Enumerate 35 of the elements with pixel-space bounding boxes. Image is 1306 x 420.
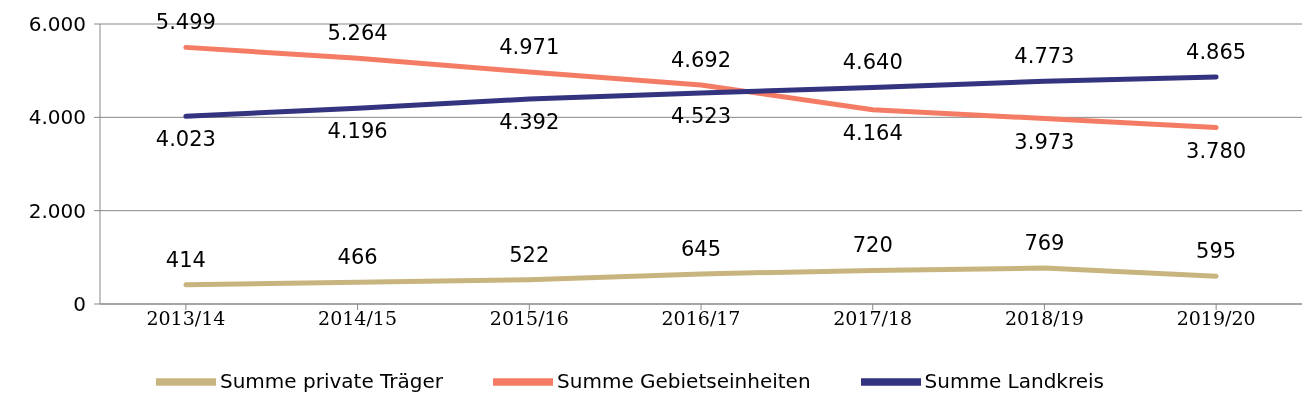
data-label: 466 [337, 245, 378, 270]
x-tick-label: 2017/18 [833, 307, 913, 330]
data-label: 4.865 [1186, 39, 1247, 64]
data-label: 3.973 [1014, 129, 1075, 154]
data-label: 769 [1024, 231, 1065, 256]
x-tick-label: 2019/20 [1176, 307, 1256, 330]
x-tick-label: 2015/16 [489, 307, 569, 330]
x-tick-label: 2018/19 [1004, 307, 1084, 330]
data-label: 4.392 [499, 110, 560, 135]
data-label: 4.640 [842, 50, 903, 75]
y-tick-label: 0 [73, 292, 86, 316]
data-label: 4.773 [1014, 44, 1075, 69]
data-label: 5.499 [155, 10, 216, 35]
data-label: 720 [852, 233, 893, 258]
x-tick-label: 2016/17 [661, 307, 741, 330]
data-label: 414 [165, 247, 206, 272]
data-label: 4.164 [842, 120, 903, 145]
data-label: 522 [509, 242, 550, 267]
x-tick-label: 2014/15 [318, 307, 398, 330]
legend-label: Summe Gebietseinheiten [557, 368, 811, 393]
data-label: 3.780 [1186, 138, 1247, 163]
legend-label: Summe private Träger [220, 368, 444, 393]
legend-label: Summe Landkreis [924, 368, 1104, 393]
data-label: 4.196 [327, 119, 388, 144]
data-label: 595 [1196, 239, 1237, 264]
y-tick-label: 6.000 [28, 12, 86, 36]
data-label: 4.692 [670, 48, 732, 73]
data-label: 4.971 [499, 35, 560, 60]
data-label: 4.023 [155, 127, 216, 152]
x-tick-label: 2013/14 [146, 307, 226, 330]
data-label: 5.264 [327, 21, 388, 46]
y-tick-label: 2.000 [28, 198, 86, 223]
data-label: 645 [680, 236, 722, 261]
y-tick-label: 4.000 [28, 105, 86, 130]
data-label: 4.523 [670, 103, 732, 128]
